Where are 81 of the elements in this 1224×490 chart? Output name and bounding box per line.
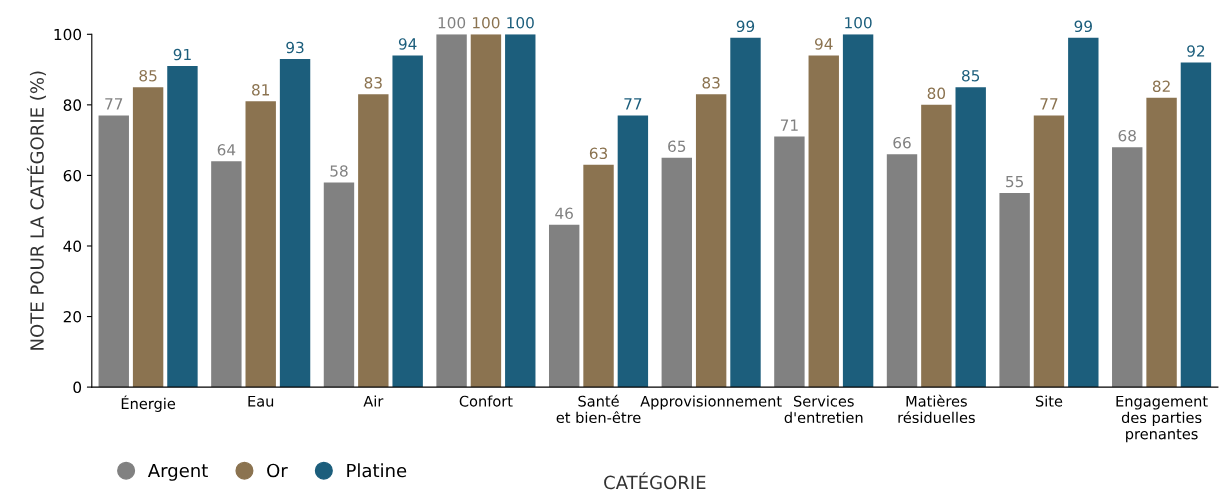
- bar: [583, 164, 614, 388]
- bar: [167, 66, 198, 388]
- data-label: 100: [845, 17, 872, 29]
- data-label: 68: [1118, 129, 1136, 142]
- bar: [323, 182, 355, 388]
- y-tick-label: 20: [63, 311, 82, 323]
- bar: [245, 101, 276, 388]
- bar: [774, 136, 805, 388]
- x-tick-label: Approvisionnement: [640, 395, 782, 410]
- data-label: 100: [438, 17, 466, 29]
- data-label: 77: [105, 98, 123, 110]
- legend-label: Or: [267, 463, 288, 478]
- data-label: 93: [286, 41, 304, 54]
- bar: [617, 115, 649, 388]
- bar: [886, 154, 918, 388]
- data-label: 63: [589, 147, 608, 160]
- bar: [548, 224, 580, 388]
- x-tick-label: Eau: [248, 395, 274, 407]
- legend-label: Argent: [147, 463, 208, 481]
- bar: [730, 37, 761, 388]
- data-label: 91: [173, 48, 191, 61]
- data-label: 55: [1006, 175, 1024, 188]
- x-tick-label: Santé et bien-être: [556, 394, 641, 424]
- y-tick-label: 0: [73, 381, 82, 394]
- data-label: 100: [473, 17, 500, 29]
- x-tick-label: Air: [363, 395, 384, 407]
- data-label: 85: [962, 69, 980, 82]
- data-label: 66: [893, 136, 911, 149]
- x-tick-label: Engagement des parties prenantes: [1116, 395, 1208, 443]
- data-label: 81: [252, 84, 270, 96]
- data-label: 83: [364, 76, 382, 89]
- bar: [436, 34, 467, 388]
- data-label: 94: [398, 38, 417, 50]
- x-tick-label: Énergie: [121, 395, 176, 412]
- data-label: 94: [814, 38, 833, 50]
- bar: [1180, 62, 1212, 388]
- data-label: 77: [1040, 98, 1058, 110]
- bar: [999, 193, 1030, 388]
- bar: [279, 59, 311, 388]
- bar: [98, 115, 129, 388]
- bar: [1033, 115, 1065, 388]
- bar: [392, 55, 423, 388]
- bar: [505, 34, 536, 388]
- bar: [955, 87, 986, 388]
- x-axis-title: CATÉGORIE: [604, 472, 706, 490]
- data-label: 64: [217, 144, 236, 156]
- bar: [358, 94, 389, 388]
- bar: [921, 104, 952, 388]
- data-label: 83: [702, 76, 720, 89]
- bar: [661, 157, 692, 388]
- y-tick-label: 100: [54, 28, 82, 41]
- x-tick-label: Matières résiduelles: [898, 394, 975, 424]
- data-label: 65: [668, 140, 686, 153]
- data-label: 92: [1187, 45, 1205, 57]
- y-tick-label: 40: [63, 240, 82, 252]
- x-tick-label: Site: [1035, 395, 1063, 407]
- data-label: 100: [507, 17, 534, 29]
- data-label: 46: [555, 207, 573, 220]
- data-label: 77: [624, 98, 642, 110]
- bar: [132, 87, 164, 388]
- data-label: 71: [780, 119, 798, 131]
- x-tick-label: Services d'entretien: [784, 395, 863, 424]
- x-tick-label: Confort: [459, 395, 513, 407]
- bar: [808, 55, 839, 388]
- data-label: 85: [139, 69, 157, 82]
- y-tick-label: 80: [63, 99, 82, 111]
- y-tick-label: 60: [63, 169, 82, 182]
- bar: [842, 34, 874, 388]
- data-label: 82: [1152, 80, 1170, 93]
- bar: [1146, 97, 1177, 388]
- data-label: 58: [330, 165, 348, 177]
- data-label: 99: [736, 20, 755, 33]
- bar: [470, 34, 502, 388]
- legend-label: Platine: [347, 463, 407, 478]
- bar: [1112, 147, 1143, 388]
- data-label: 99: [1074, 20, 1092, 33]
- data-label: 80: [927, 87, 946, 100]
- bar: [211, 161, 242, 388]
- bar: [695, 94, 727, 388]
- y-axis-title: NOTE POUR LA CATÉGORIE (%): [26, 71, 46, 350]
- bar: [1068, 37, 1099, 388]
